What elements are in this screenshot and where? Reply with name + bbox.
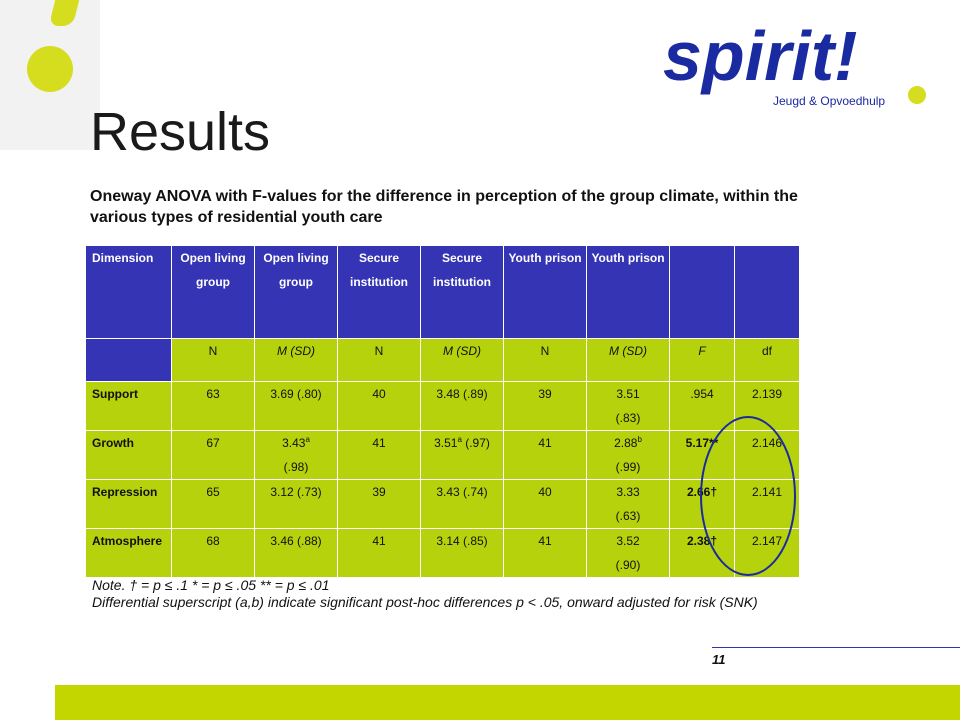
header-cell	[669, 245, 735, 339]
table-cell: 3.12 (.73)	[254, 479, 338, 529]
table-cell: 2.139	[734, 381, 800, 431]
table-cell: 41	[337, 430, 421, 480]
table-cell: Support	[85, 381, 172, 431]
page-number: 11	[712, 652, 726, 667]
table-cell: 39	[503, 381, 587, 431]
note-superscript: Differential superscript (a,b) indicate …	[92, 594, 758, 610]
table-cell: 3.51 (.83)	[586, 381, 670, 431]
table-cell: 3.51a (.97)	[420, 430, 504, 480]
exclamation-dot-shape	[27, 46, 73, 92]
table-cell: Growth	[85, 430, 172, 480]
logo-word: spirit!	[663, 17, 857, 95]
subheader-cell: M (SD)	[254, 338, 338, 382]
table-cell: 41	[337, 528, 421, 578]
highlight-oval	[700, 416, 796, 576]
table-cell: 41	[503, 528, 587, 578]
subheader-cell: M (SD)	[586, 338, 670, 382]
header-cell: Open living group	[254, 245, 338, 339]
table-cell: 3.69 (.80)	[254, 381, 338, 431]
table-cell: 41	[503, 430, 587, 480]
table-cell: 40	[337, 381, 421, 431]
header-cell: Dimension	[85, 245, 172, 339]
table-cell: 3.43 (.74)	[420, 479, 504, 529]
table-cell: 3.52 (.90)	[586, 528, 670, 578]
anova-table: Dimension Open living group Open living …	[85, 245, 800, 578]
table-cell: Atmosphere	[85, 528, 172, 578]
header-cell: Youth prison	[503, 245, 587, 339]
header-cell: Open living group	[171, 245, 255, 339]
header-cell: Secure institution	[337, 245, 421, 339]
logo-tagline: Jeugd & Opvoedhulp	[773, 94, 885, 108]
footer-line	[712, 647, 960, 648]
table-subheader-row: N M (SD) N M (SD) N M (SD) F df	[85, 338, 800, 382]
subheader-cell: F	[669, 338, 735, 382]
table-note: Note. † = p ≤ .1 * = p ≤ .05 ** = p ≤ .0…	[92, 577, 792, 611]
spirit-logo: spirit! Jeugd & Opvoedhulp	[663, 17, 926, 108]
subheader-cell: M (SD)	[420, 338, 504, 382]
table-cell: 3.48 (.89)	[420, 381, 504, 431]
table-cell: 39	[337, 479, 421, 529]
table-cell: 40	[503, 479, 587, 529]
table-row: Support 63 3.69 (.80) 40 3.48 (.89) 39 3.51 (.8…	[85, 381, 800, 431]
subheader-cell: N	[337, 338, 421, 382]
table-cell: 2.88b (.99)	[586, 430, 670, 480]
table-row: Growth 67 3.43a (.98) 41 3.51a (.97) 41 2.88b (.…	[85, 430, 800, 480]
header-cell	[734, 245, 800, 339]
header-cell: Secure institution	[420, 245, 504, 339]
subheader-cell: df	[734, 338, 800, 382]
table-caption: Oneway ANOVA with F-values for the diffe…	[90, 188, 798, 226]
table-cell: .954	[669, 381, 735, 431]
subheader-cell	[85, 338, 172, 382]
table-row: Repression 65 3.12 (.73) 39 3.43 (.74) 40 3.33…	[85, 479, 800, 529]
table-header-row: Dimension Open living group Open living …	[85, 245, 800, 339]
table-cell: 63	[171, 381, 255, 431]
table-cell: 67	[171, 430, 255, 480]
header-cell: Youth prison	[586, 245, 670, 339]
table-row: Atmosphere 68 3.46 (.88) 41 3.14 (.85) 41 3.52…	[85, 528, 800, 578]
logo-dot-icon	[908, 86, 926, 104]
subheader-cell: N	[503, 338, 587, 382]
note-significance: Note. † = p ≤ .1 * = p ≤ .05 ** = p ≤ .0…	[92, 577, 330, 593]
page-title: Results	[90, 102, 271, 162]
table-cell: Repression	[85, 479, 172, 529]
table-cell: 65	[171, 479, 255, 529]
table-cell: 3.14 (.85)	[420, 528, 504, 578]
table-cell: 68	[171, 528, 255, 578]
table-cell: 3.33 (.63)	[586, 479, 670, 529]
table-cell: 3.46 (.88)	[254, 528, 338, 578]
footer-bar	[55, 685, 960, 720]
table-cell: 3.43a (.98)	[254, 430, 338, 480]
subheader-cell: N	[171, 338, 255, 382]
